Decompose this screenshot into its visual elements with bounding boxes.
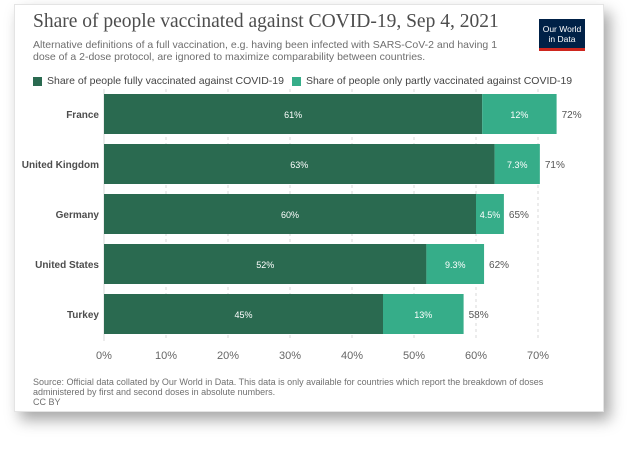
source-text: Source: Official data collated by Our Wo… — [33, 377, 544, 397]
total-label: 71% — [545, 160, 565, 171]
legend-swatch-partial — [291, 76, 301, 86]
bar-full[interactable] — [104, 94, 483, 134]
logo-line-2: in Data — [548, 34, 576, 44]
chart-legend: Share of people fully vaccinated against… — [33, 75, 580, 87]
bar-full[interactable] — [104, 194, 476, 234]
category-label: Turkey — [67, 310, 99, 321]
x-tick-label: 70% — [527, 350, 549, 362]
x-tick-label: 0% — [96, 350, 112, 362]
total-label: 62% — [489, 260, 509, 271]
chart-title: Share of people vaccinated against COVID… — [33, 11, 499, 32]
category-label: United Kingdom — [22, 160, 99, 171]
category-label: United States — [35, 260, 99, 271]
owid-logo[interactable]: Our World in Data — [539, 19, 585, 51]
bar-full[interactable] — [104, 244, 427, 284]
data-label: 13% — [414, 310, 432, 320]
legend-label-partial: Share of people only partly vaccinated a… — [305, 75, 573, 87]
total-label: 58% — [469, 310, 489, 321]
legend-item-full[interactable]: Share of people fully vaccinated against… — [33, 75, 284, 87]
bar-partial[interactable] — [476, 194, 504, 234]
legend-item-partial[interactable]: Share of people only partly vaccinated a… — [291, 75, 573, 87]
legend-swatch-full — [33, 76, 42, 86]
data-label: 45% — [234, 310, 252, 320]
data-label: 7.3% — [507, 160, 528, 170]
x-tick-label: 20% — [217, 350, 239, 362]
bar-full[interactable] — [104, 144, 495, 184]
data-label: 60% — [281, 210, 299, 220]
data-label: 4.5% — [480, 210, 501, 220]
data-label: 52% — [256, 260, 274, 270]
x-tick-label: 40% — [341, 350, 363, 362]
data-label: 61% — [284, 110, 302, 120]
x-tick-label: 50% — [403, 350, 425, 362]
bar-partial[interactable] — [482, 94, 557, 134]
logo-line-1: Our World — [542, 24, 582, 34]
category-label: Germany — [56, 210, 100, 221]
data-label: 63% — [290, 160, 308, 170]
chart-source: Source: Official data collated by Our Wo… — [33, 377, 588, 407]
x-tick-label: 10% — [155, 350, 177, 362]
total-label: 72% — [562, 110, 582, 121]
bar-partial[interactable] — [426, 244, 485, 284]
chart-subtitle: Alternative definitions of a full vaccin… — [33, 39, 498, 63]
x-tick-label: 60% — [465, 350, 487, 362]
legend-label-full: Share of people fully vaccinated against… — [47, 75, 284, 87]
bar-partial[interactable] — [494, 144, 540, 184]
bar-partial[interactable] — [383, 294, 464, 334]
bar-chart-plot: 0% 10% 20% 30% 40% 50% 60% 70% France 61% 12% 72% Un… — [22, 89, 582, 362]
bar-full[interactable] — [104, 294, 383, 334]
data-label: 9.3% — [445, 260, 466, 270]
total-label: 65% — [509, 210, 529, 221]
data-label: 12% — [510, 110, 528, 120]
license-text: CC BY — [33, 397, 61, 407]
chart-card: Share of people vaccinated against COVID… — [14, 4, 604, 412]
category-label: France — [66, 110, 99, 121]
x-tick-label: 30% — [279, 350, 301, 362]
